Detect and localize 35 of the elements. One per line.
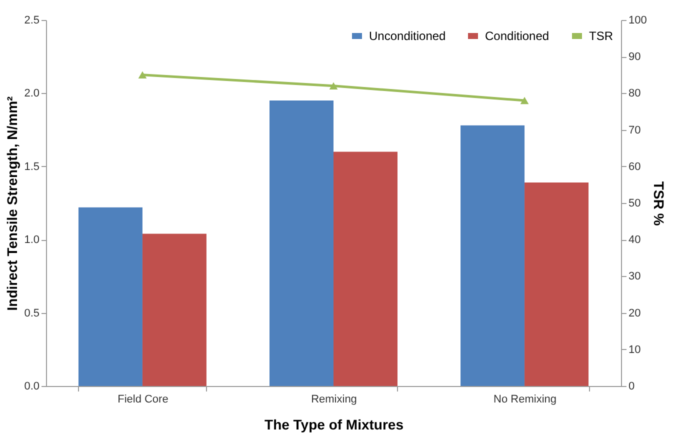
- y-tick-label: 0.5: [24, 307, 40, 320]
- y2-tick-label: 30: [628, 270, 641, 283]
- y2-tick-label: 60: [628, 160, 641, 173]
- x-tick-label: Field Core: [118, 394, 168, 406]
- y2-tick-label: 90: [628, 51, 641, 64]
- y-tick-label: 1.0: [24, 234, 40, 246]
- point: [520, 96, 529, 104]
- y2-tick-label: 100: [628, 14, 647, 26]
- bar: [78, 207, 142, 386]
- point: [138, 71, 147, 79]
- x-tick-label: Remixing: [311, 394, 357, 406]
- y2-tick-label: 50: [628, 198, 641, 210]
- x-axis-title: The Type of Mixtures: [264, 416, 404, 432]
- legend-label: Unconditioned: [369, 29, 446, 43]
- y-tick-label: 1.5: [24, 160, 40, 173]
- y2-tick-label: 80: [628, 88, 641, 100]
- y2-tick-label: 70: [628, 124, 641, 136]
- legend-label: TSR: [589, 29, 614, 43]
- bar: [142, 234, 206, 386]
- bar: [460, 125, 525, 386]
- bar: [524, 182, 589, 386]
- legend-label: Conditioned: [485, 29, 550, 43]
- y2-tick-label: 0: [628, 380, 635, 392]
- y-tick-label: 0.0: [24, 380, 40, 392]
- y-tick-label: 2.0: [24, 88, 40, 100]
- y-axis-title: Indirect Tensile Strength, N/mm²: [4, 96, 20, 311]
- y2-tick-label: 20: [628, 307, 641, 320]
- bar: [334, 152, 398, 386]
- y-tick-label: 2.5: [24, 14, 40, 26]
- y2-axis-title: TSR %: [650, 181, 667, 226]
- point: [329, 82, 338, 90]
- y2-tick-label: 40: [628, 234, 641, 246]
- x-tick-label: No Remixing: [494, 394, 557, 406]
- bar: [270, 100, 334, 386]
- y2-tick-label: 10: [628, 344, 641, 356]
